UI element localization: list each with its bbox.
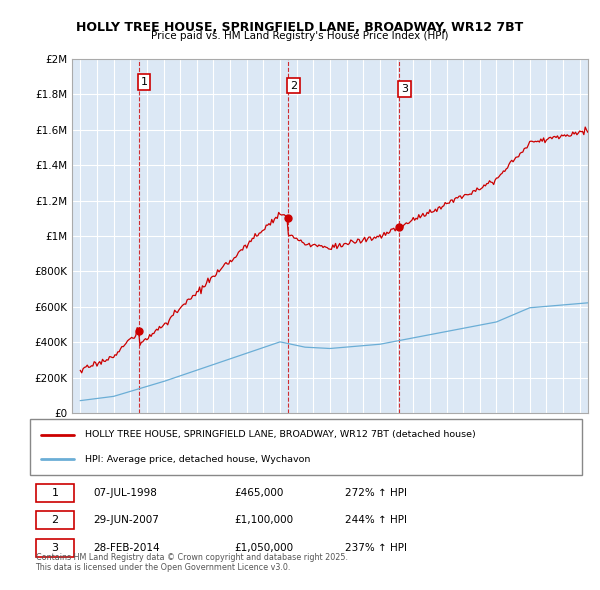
Text: 3: 3 bbox=[401, 84, 408, 94]
Text: 3: 3 bbox=[52, 543, 58, 553]
Text: 2: 2 bbox=[290, 81, 297, 90]
Text: £465,000: £465,000 bbox=[234, 488, 284, 498]
Text: HOLLY TREE HOUSE, SPRINGFIELD LANE, BROADWAY, WR12 7BT (detached house): HOLLY TREE HOUSE, SPRINGFIELD LANE, BROA… bbox=[85, 430, 476, 439]
Text: 1: 1 bbox=[52, 488, 58, 498]
Text: Price paid vs. HM Land Registry's House Price Index (HPI): Price paid vs. HM Land Registry's House … bbox=[151, 31, 449, 41]
Text: 237% ↑ HPI: 237% ↑ HPI bbox=[344, 543, 407, 553]
Text: 1: 1 bbox=[140, 77, 148, 87]
Text: £1,050,000: £1,050,000 bbox=[234, 543, 293, 553]
Text: £1,100,000: £1,100,000 bbox=[234, 516, 293, 525]
Text: Contains HM Land Registry data © Crown copyright and database right 2025.
This d: Contains HM Land Registry data © Crown c… bbox=[35, 553, 347, 572]
Text: 272% ↑ HPI: 272% ↑ HPI bbox=[344, 488, 407, 498]
FancyBboxPatch shape bbox=[30, 419, 582, 475]
Text: 244% ↑ HPI: 244% ↑ HPI bbox=[344, 516, 407, 525]
Text: HOLLY TREE HOUSE, SPRINGFIELD LANE, BROADWAY, WR12 7BT: HOLLY TREE HOUSE, SPRINGFIELD LANE, BROA… bbox=[76, 21, 524, 34]
Text: 28-FEB-2014: 28-FEB-2014 bbox=[94, 543, 160, 553]
FancyBboxPatch shape bbox=[35, 484, 74, 502]
Text: HPI: Average price, detached house, Wychavon: HPI: Average price, detached house, Wych… bbox=[85, 455, 311, 464]
FancyBboxPatch shape bbox=[35, 539, 74, 557]
Text: 2: 2 bbox=[51, 516, 58, 525]
FancyBboxPatch shape bbox=[35, 512, 74, 529]
Text: 07-JUL-1998: 07-JUL-1998 bbox=[94, 488, 157, 498]
Text: 29-JUN-2007: 29-JUN-2007 bbox=[94, 516, 160, 525]
